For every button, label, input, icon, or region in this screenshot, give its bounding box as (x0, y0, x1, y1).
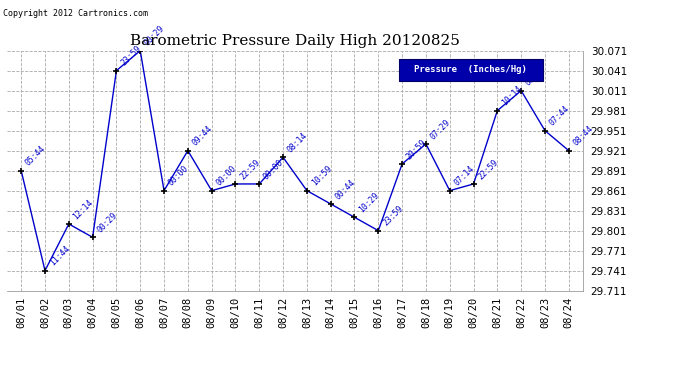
Text: 22:59: 22:59 (476, 158, 500, 181)
Text: 10:59: 10:59 (310, 164, 333, 188)
Title: Barometric Pressure Daily High 20120825: Barometric Pressure Daily High 20120825 (130, 34, 460, 48)
Text: 07:14: 07:14 (453, 164, 476, 188)
Text: 00:29: 00:29 (143, 24, 166, 48)
Text: Copyright 2012 Cartronics.com: Copyright 2012 Cartronics.com (3, 9, 148, 18)
Text: 00:00: 00:00 (215, 164, 238, 188)
Text: 22:59: 22:59 (238, 158, 262, 181)
Text: 08:14: 08:14 (286, 131, 309, 154)
Text: 08:44: 08:44 (571, 124, 595, 148)
Text: 08:14: 08:14 (524, 64, 548, 88)
Text: Pressure  (Inches/Hg): Pressure (Inches/Hg) (414, 65, 527, 74)
Text: 23:59: 23:59 (119, 44, 143, 68)
Text: 07:44: 07:44 (548, 104, 571, 128)
Text: 00:00: 00:00 (167, 164, 190, 188)
Text: 11:44: 11:44 (48, 244, 71, 268)
Text: 00:44: 00:44 (333, 178, 357, 201)
Text: 12:14: 12:14 (72, 198, 95, 221)
Text: 00:00: 00:00 (262, 158, 286, 181)
Text: 23:59: 23:59 (381, 204, 404, 228)
Text: 00:29: 00:29 (95, 211, 119, 234)
Text: 10:29: 10:29 (357, 191, 381, 214)
Text: 10:14: 10:14 (500, 84, 524, 108)
Text: 05:44: 05:44 (24, 144, 48, 168)
Text: 07:29: 07:29 (428, 118, 453, 141)
Text: 09:44: 09:44 (190, 124, 214, 148)
Text: 20:59: 20:59 (405, 138, 428, 161)
